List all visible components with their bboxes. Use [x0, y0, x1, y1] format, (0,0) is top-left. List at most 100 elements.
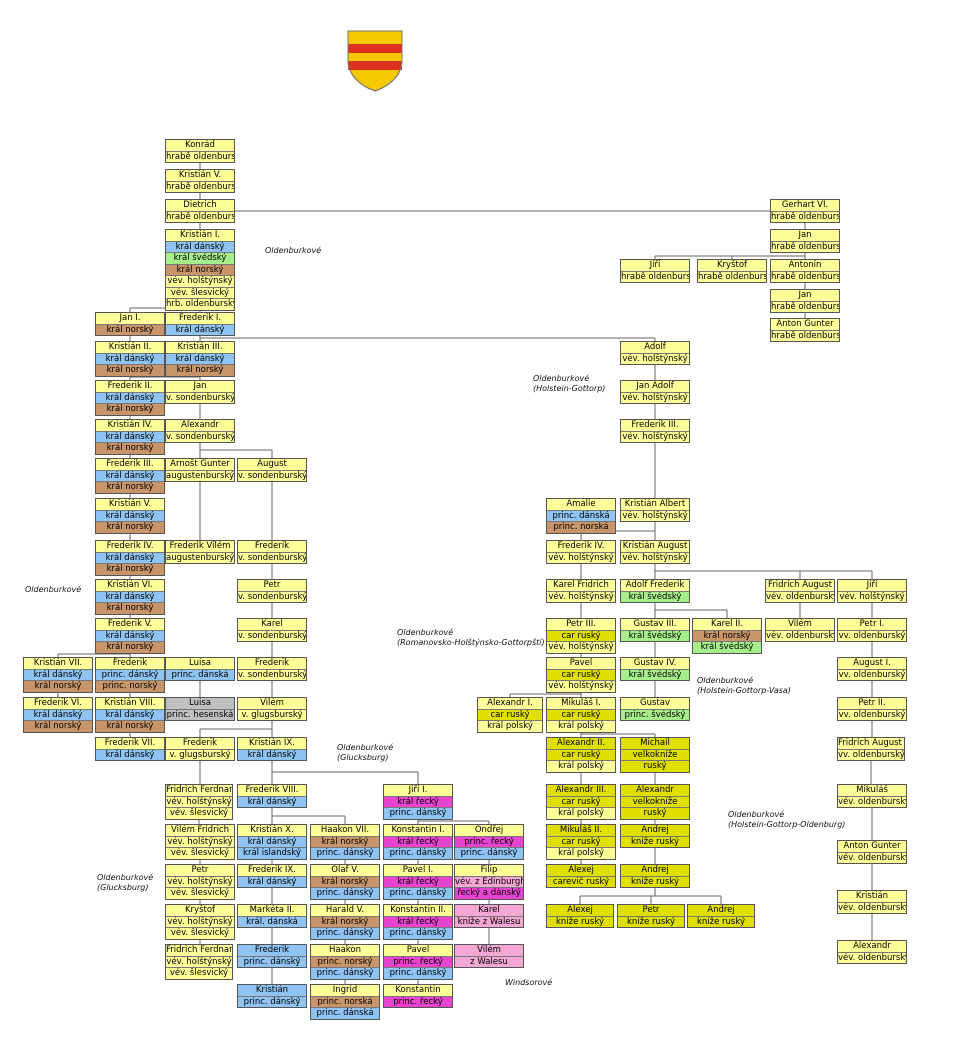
person-name: Jan	[771, 290, 839, 301]
person-name: Luisa	[166, 698, 234, 709]
person-title: hrabě oldenburský	[771, 329, 839, 341]
person-title: princ. dánská	[166, 668, 234, 680]
person-title: princ. řecký	[384, 955, 452, 967]
person-title: princ. řecký	[384, 995, 452, 1007]
person-name: Petr	[166, 865, 234, 876]
person-haakon: Haakon princ. norský princ. dánský	[310, 944, 380, 980]
person-name: Alexej	[547, 905, 613, 916]
person-name: Jan	[771, 230, 839, 241]
person-name: Frederik V.	[96, 619, 164, 630]
person-title: car ruský	[547, 835, 615, 847]
person-title: král norský	[693, 629, 761, 641]
person-name: Harald V.	[311, 905, 379, 916]
person-title: vév. holštýnský	[621, 391, 689, 403]
person-title: vév. holštýnský	[547, 590, 615, 602]
person-title: princ. norská	[311, 995, 379, 1007]
person-title: král norský	[96, 442, 164, 454]
person-frederikvilem: Frederik Vilém augustenburský	[165, 540, 235, 564]
person-title: vév. holštýnský	[621, 509, 689, 521]
person-frederik_s: Frederik v. sondenburský	[237, 540, 307, 564]
person-title: král norský	[96, 720, 164, 732]
person-title: král norský	[96, 521, 164, 533]
person-title: v. sondenburský	[238, 551, 306, 563]
dynasty-label: Oldenburkové (Glucksburg)	[337, 743, 393, 763]
person-mikulas2: Mikuláš II. car ruský král polský	[546, 824, 616, 860]
person-name: Petr II.	[838, 698, 906, 709]
person-title: augustenburský	[166, 469, 234, 481]
person-pavel: Pavel princ. řecký princ. dánský	[383, 944, 453, 980]
person-title: král švédský	[621, 668, 689, 680]
person-title: král dánský	[96, 509, 164, 521]
person-name: Frederik	[96, 658, 164, 669]
person-pavel_r: Pavel car ruský vév. holštýnský	[546, 657, 616, 693]
person-title: král norský	[166, 263, 234, 275]
person-andrej2: Andrej kníže ruský	[620, 864, 690, 888]
dynasty-label: Oldenburkové	[265, 246, 321, 256]
person-vilem_w: Vilém z Walesu	[454, 944, 524, 968]
person-name: Alexandr I.	[478, 698, 542, 709]
person-kristian4: Kristián IV. král dánský král norský	[95, 419, 165, 455]
person-title: princ. dánská	[311, 1007, 379, 1019]
person-title: princ. dánský	[238, 955, 306, 967]
person-title: král polský	[547, 760, 615, 772]
person-name: Vilém Fridrich	[166, 825, 234, 836]
person-gustav4: Gustav IV. král švédský	[620, 657, 690, 681]
person-name: Petr III.	[547, 619, 615, 630]
person-vilemfridrich: Vilém Fridrich vév. holštýnský vév. šlesvi…	[165, 824, 235, 860]
person-name: Kristián VII.	[24, 658, 92, 669]
person-title: car ruský	[547, 748, 615, 760]
person-title: vév. oldenburský	[838, 795, 906, 807]
person-name: Fridrich August II.	[838, 738, 904, 749]
person-name: Vilém	[238, 698, 306, 709]
person-frederik7: Frederik VII. král dánský	[95, 737, 165, 761]
person-frederik5: Frederik V. král dánský král norský	[95, 618, 165, 654]
person-name: Alexandr	[838, 941, 906, 952]
person-adolffrederik: Adolf Frederik král švédský	[620, 579, 690, 603]
person-title: vév. holštýnský	[166, 915, 234, 927]
person-name: Kristián VI.	[96, 580, 164, 591]
person-title: v. glugsburský	[238, 708, 306, 720]
person-name: Petr	[238, 580, 306, 591]
person-petr1_o: Petr I. vv. oldenburský	[837, 618, 907, 642]
person-name: Konrád	[166, 140, 234, 151]
dynasty-label: Oldenburkové (Holstein-Gottorp)	[533, 374, 605, 394]
person-name: Kristián I.	[166, 230, 234, 241]
person-name: Kristián IX.	[238, 738, 306, 749]
person-title: král dánský	[238, 748, 306, 760]
person-name: Gustav	[621, 698, 689, 709]
person-name: Mikuláš II.	[547, 825, 615, 836]
person-alexandr_vk: Alexandr velkokníže ruský	[620, 784, 690, 820]
person-title: princ. dánský	[384, 927, 452, 939]
person-title: vév. holštýnský	[621, 430, 689, 442]
person-name: Frederik VI.	[24, 698, 92, 709]
person-kristian_pd: Kristián princ. dánský	[237, 984, 307, 1008]
dynasty-label: Windsorové	[505, 978, 552, 988]
person-frederik9: Frederik IX. král dánský	[237, 864, 307, 888]
person-amalie: Amalie princ. dánská princ. norská	[546, 498, 616, 534]
person-petr3: Petr III. car ruský vév. holštýnský	[546, 618, 616, 654]
person-title: král dánský	[166, 323, 234, 335]
person-name: Jiří I.	[384, 785, 452, 796]
person-name: Haakon VII.	[311, 825, 379, 836]
person-frederik1: Frederik I. král dánský	[165, 312, 235, 336]
dynasty-label-line: (Glucksburg)	[337, 753, 389, 762]
person-haakon7: Haakon VII. král norský princ. dánský	[310, 824, 380, 860]
person-frederik8: Frederik VIII. král dánský	[237, 784, 307, 808]
person-title: vév. šlesvický	[166, 967, 232, 979]
person-kristianaugust: Kristián August vév. holštýnský	[620, 540, 690, 564]
person-name: Karel	[238, 619, 306, 630]
person-konstantin_p: Konstantin princ. řecký	[383, 984, 453, 1008]
person-name: Luisa	[166, 658, 234, 669]
person-name: Antonín	[771, 260, 839, 271]
person-name: Konstantin	[384, 985, 452, 996]
person-name: Frederik	[238, 658, 306, 669]
person-arnost: Arnošt Gunter augustenburský	[165, 458, 235, 482]
person-title: v. sondenburský	[238, 590, 306, 602]
person-name: Gustav IV.	[621, 658, 689, 669]
person-title: vév. holštýnský	[166, 275, 234, 287]
